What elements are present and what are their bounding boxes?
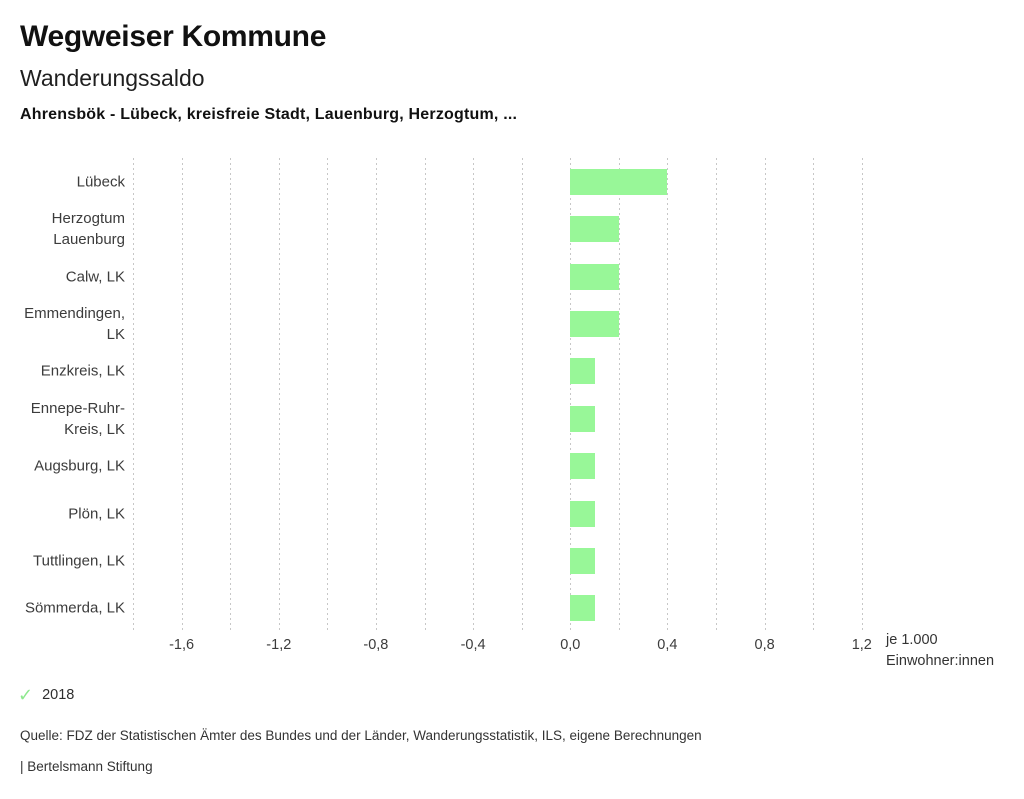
gridline xyxy=(181,158,183,632)
x-axis-unit-label: je 1.000 Einwohner:innen xyxy=(886,630,994,672)
checkmark-icon: ✓ xyxy=(18,685,34,705)
bar-Ennepe-Ruhr-Kreis, LK[interactable] xyxy=(570,405,595,432)
y-axis-labels: Lübeck Herzogtum Lauenburg Calw, LK Emmendin… xyxy=(0,158,125,632)
chart-title: Wanderungssaldo xyxy=(20,65,205,91)
x-tick-label: 1,2 xyxy=(851,637,872,653)
chart-subtitle: Ahrensbök - Lübeck, kreisfreie Stadt, La… xyxy=(20,106,518,123)
category-label: Herzogtum Lauenburg xyxy=(51,210,125,249)
category-label: Tuttlingen, LK xyxy=(33,552,125,570)
bar-Herzogtum Lauenburg[interactable] xyxy=(570,216,619,243)
x-tick-label: 0,0 xyxy=(560,637,581,653)
gridline xyxy=(375,158,377,632)
gridline xyxy=(278,158,280,632)
gridline xyxy=(570,158,572,632)
gridline xyxy=(764,158,766,632)
x-tick-label: -1,6 xyxy=(169,637,195,653)
bar-Lübeck[interactable] xyxy=(570,168,668,195)
legend-item-2018[interactable]: ✓ 2018 xyxy=(18,686,74,704)
gridline xyxy=(327,158,329,632)
gridline xyxy=(667,158,669,632)
x-tick-label: 0,4 xyxy=(657,637,678,653)
legend-year-label: 2018 xyxy=(42,687,75,703)
plot-area xyxy=(133,158,880,632)
category-label: Plön, LK xyxy=(68,505,125,522)
gridline xyxy=(424,158,426,632)
x-tick-label: -0,8 xyxy=(363,637,389,653)
unit-line-2: Einwohner:innen xyxy=(886,653,995,669)
gridline xyxy=(716,158,717,632)
unit-line-1: je 1.000 xyxy=(886,632,938,648)
category-label: Ennepe-Ruhr- Kreis, LK xyxy=(30,399,125,438)
bar-Calw, LK[interactable] xyxy=(570,263,619,290)
gridline xyxy=(861,158,863,632)
gridline xyxy=(618,158,620,632)
bar-Sömmerda, LK[interactable] xyxy=(570,595,595,622)
brand-text: | Bertelsmann Stiftung xyxy=(20,759,153,774)
bar-Tuttlingen, LK[interactable] xyxy=(570,547,595,574)
category-label: Emmendingen, LK xyxy=(24,304,125,343)
bar-Emmendingen, LK[interactable] xyxy=(570,310,619,337)
gridline xyxy=(230,158,232,632)
gridline xyxy=(521,158,523,632)
gridline xyxy=(133,158,134,632)
category-label: Lübeck xyxy=(76,173,125,191)
category-label: Calw, LK xyxy=(65,268,125,285)
gridline xyxy=(813,158,815,632)
category-label: Sömmerda, LK xyxy=(24,599,125,617)
category-label: Augsburg, LK xyxy=(34,457,125,475)
category-label: Enzkreis, LK xyxy=(40,362,125,380)
bar-Enzkreis, LK[interactable] xyxy=(570,358,595,385)
x-tick-label: -0,4 xyxy=(460,637,486,653)
page-title: Wegweiser Kommune xyxy=(20,20,327,53)
source-text: Quelle: FDZ der Statistischen Ämter des … xyxy=(20,728,702,743)
bar-Augsburg, LK[interactable] xyxy=(570,453,595,480)
gridline xyxy=(473,158,475,632)
x-tick-label: 0,8 xyxy=(754,637,775,653)
x-tick-label: -1,2 xyxy=(266,637,292,653)
x-axis-tick-labels: -1,6 -1,2 -0,8 -0,4 0,0 0,4 0,8 1,2 xyxy=(133,637,880,657)
bar-Plön, LK[interactable] xyxy=(570,500,595,527)
